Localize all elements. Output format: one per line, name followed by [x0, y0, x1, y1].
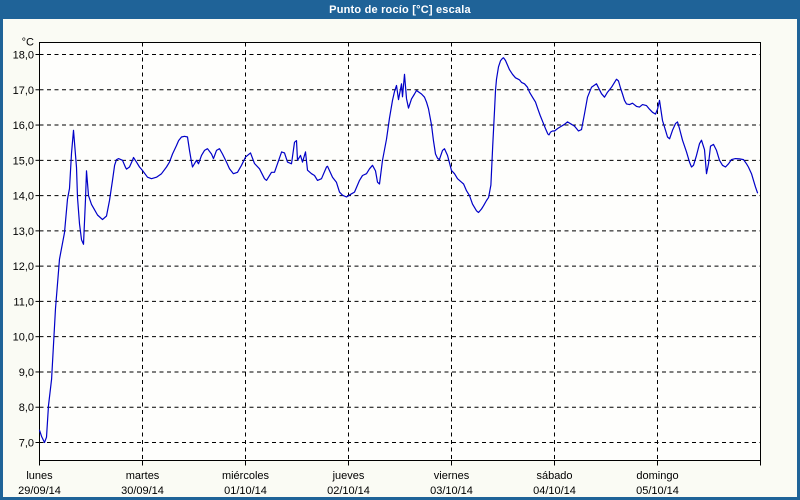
window-title: Punto de rocío [°C] escala — [329, 3, 471, 16]
chart-area — [3, 19, 797, 497]
title-bar[interactable]: Punto de rocío [°C] escala — [0, 0, 800, 19]
